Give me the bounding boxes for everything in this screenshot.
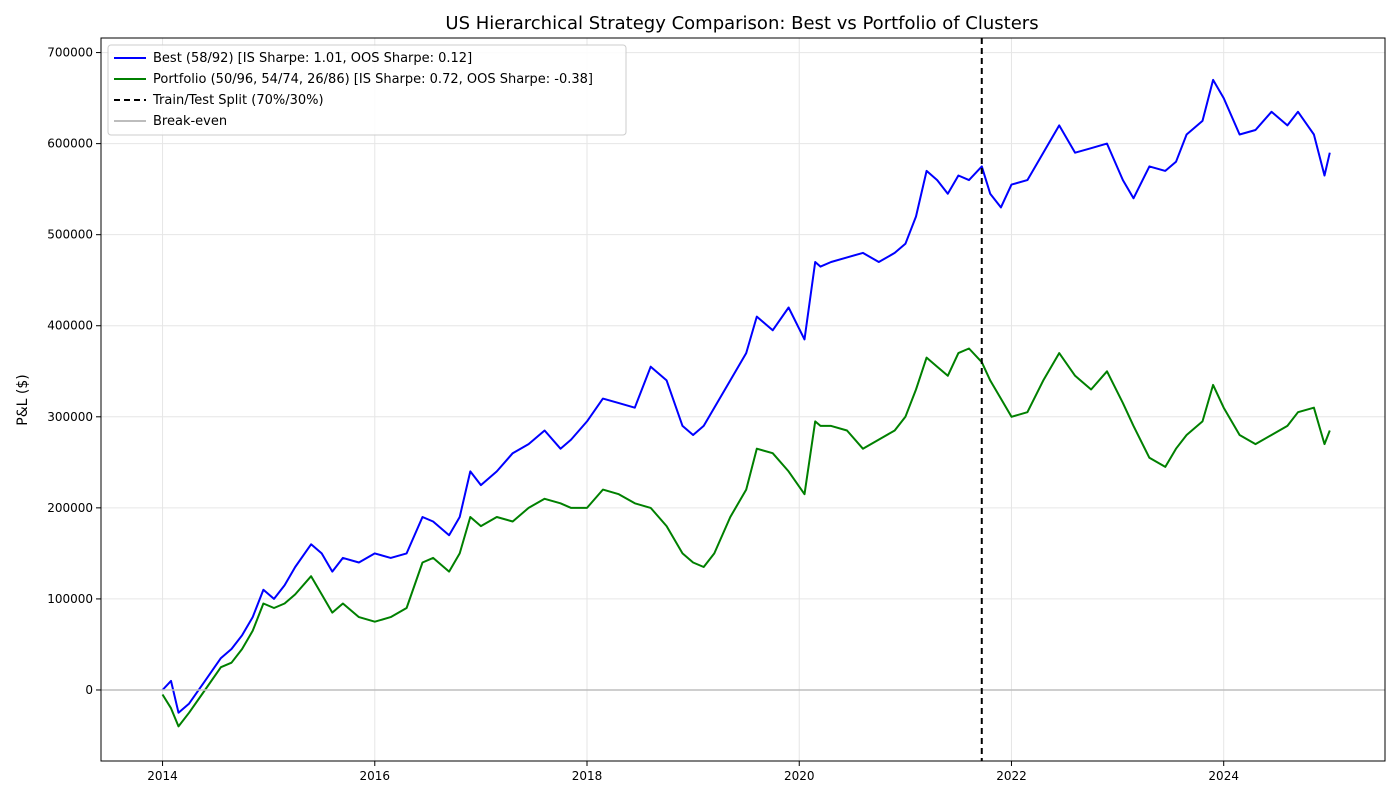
y-axis-label: P&L ($) xyxy=(15,374,31,425)
legend-label: Train/Test Split (70%/30%) xyxy=(152,93,324,108)
plot-frame xyxy=(100,37,1386,762)
x-tick-label: 2018 xyxy=(572,769,603,783)
chart-title: US Hierarchical Strategy Comparison: Bes… xyxy=(445,13,1038,34)
y-tick-label: 100000 xyxy=(47,592,93,606)
x-tick-label: 2016 xyxy=(360,769,391,783)
series-line-portfolio xyxy=(161,347,1331,728)
y-axis: 0 100000 200000 300000 400000 500000 600000 700… xyxy=(47,46,101,697)
grid xyxy=(101,38,1385,761)
reference-lines xyxy=(101,38,1385,761)
y-tick-label: 400000 xyxy=(47,319,93,333)
x-tick-label: 2024 xyxy=(1208,769,1239,783)
y-tick-label: 300000 xyxy=(47,410,93,424)
series-lines xyxy=(161,78,1331,728)
x-tick-label: 2020 xyxy=(784,769,815,783)
y-tick-label: 500000 xyxy=(47,228,93,242)
legend-box xyxy=(107,44,627,136)
y-tick-label: 600000 xyxy=(47,137,93,151)
legend-label: Portfolio (50/96, 54/74, 26/86) [IS Shar… xyxy=(153,72,593,87)
y-tick-label: 200000 xyxy=(47,501,93,515)
legend-label: Break-even xyxy=(153,114,227,129)
y-tick-label: 0 xyxy=(85,683,93,697)
legend-label: Best (58/92) [IS Sharpe: 1.01, OOS Sharp… xyxy=(153,51,472,66)
x-tick-label: 2022 xyxy=(996,769,1027,783)
x-tick-label: 2014 xyxy=(147,769,178,783)
series-line-best xyxy=(161,78,1331,714)
y-tick-label: 700000 xyxy=(47,46,93,60)
legend: Best (58/92) [IS Sharpe: 1.01, OOS Sharp… xyxy=(107,44,627,136)
x-axis: 2014 2016 2018 2020 2022 2024 xyxy=(147,761,1239,783)
